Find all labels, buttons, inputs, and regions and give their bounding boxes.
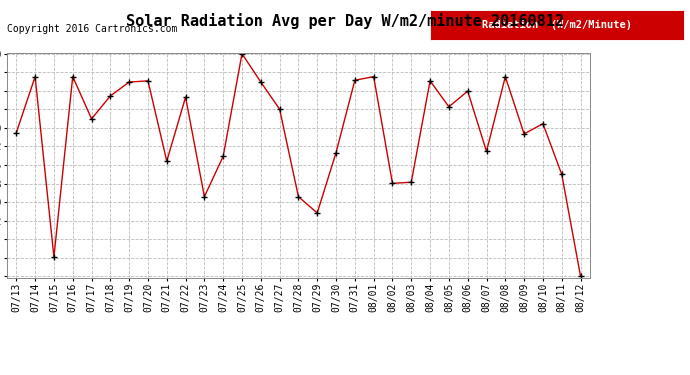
Text: Radiation  (W/m2/Minute): Radiation (W/m2/Minute) (482, 20, 632, 30)
Text: Solar Radiation Avg per Day W/m2/minute 20160812: Solar Radiation Avg per Day W/m2/minute … (126, 13, 564, 29)
Text: Copyright 2016 Cartronics.com: Copyright 2016 Cartronics.com (7, 24, 177, 34)
